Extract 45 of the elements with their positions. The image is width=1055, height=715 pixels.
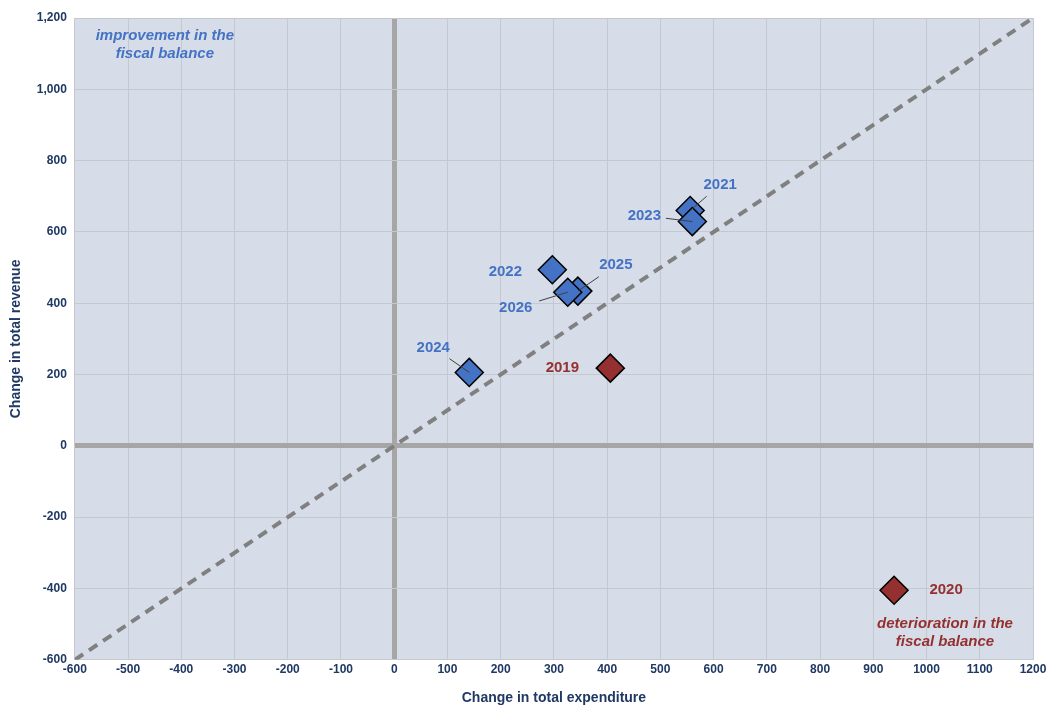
y-tick-label: 800 <box>46 152 68 167</box>
y-tick-label: 200 <box>46 366 68 381</box>
x-tick-label: 0 <box>390 662 398 677</box>
annotation: deterioration in the fiscal balance <box>877 613 1013 649</box>
x-tick-label: 800 <box>810 662 831 677</box>
x-tick-label: 200 <box>490 662 512 677</box>
y-tick-label: 0 <box>60 438 68 453</box>
x-tick-label: 1100 <box>966 662 994 677</box>
x-tick-label: 400 <box>597 662 618 677</box>
x-tick-label: 500 <box>650 662 671 677</box>
annotation: 2026 <box>499 298 533 316</box>
y-axis-title: Change in total revenue <box>7 259 24 419</box>
x-tick-label: 1000 <box>913 662 941 677</box>
x-tick-label: 700 <box>756 662 778 677</box>
annotation: 2020 <box>929 580 963 598</box>
x-tick-label: 1200 <box>1019 662 1047 677</box>
y-tick-label: 600 <box>46 224 68 239</box>
annotation: improvement in the fiscal balance <box>95 26 235 62</box>
x-tick-label: -200 <box>275 662 301 677</box>
annotation: 2024 <box>416 337 451 355</box>
annotation: 2022 <box>488 261 523 279</box>
point <box>595 353 626 383</box>
x-tick-label: 100 <box>437 662 458 677</box>
x-tick-label: -100 <box>328 662 354 677</box>
point <box>879 575 909 606</box>
y-tick-label: 400 <box>46 295 68 310</box>
annotation: 2019 <box>545 358 580 376</box>
x-tick-label: -500 <box>116 662 141 677</box>
x-tick-label: 300 <box>543 662 565 677</box>
x-axis-title: Change in total expenditure <box>461 689 647 706</box>
annotation: 2025 <box>599 255 633 273</box>
x-tick-label: -400 <box>169 662 194 677</box>
y-tick-label: -200 <box>42 509 68 524</box>
annotation: 2021 <box>703 174 737 192</box>
y-tick-label: 1,000 <box>36 81 68 96</box>
x-tick-label: 900 <box>863 662 884 677</box>
point <box>677 206 708 237</box>
y-tick-label: 1,200 <box>36 10 68 25</box>
annotation: 2023 <box>627 205 661 223</box>
y-tick-label: -400 <box>42 580 68 595</box>
point <box>553 277 583 307</box>
point <box>537 254 568 285</box>
point <box>454 357 485 388</box>
x-tick-label: 600 <box>703 662 724 677</box>
x-tick-label: -300 <box>222 662 247 677</box>
